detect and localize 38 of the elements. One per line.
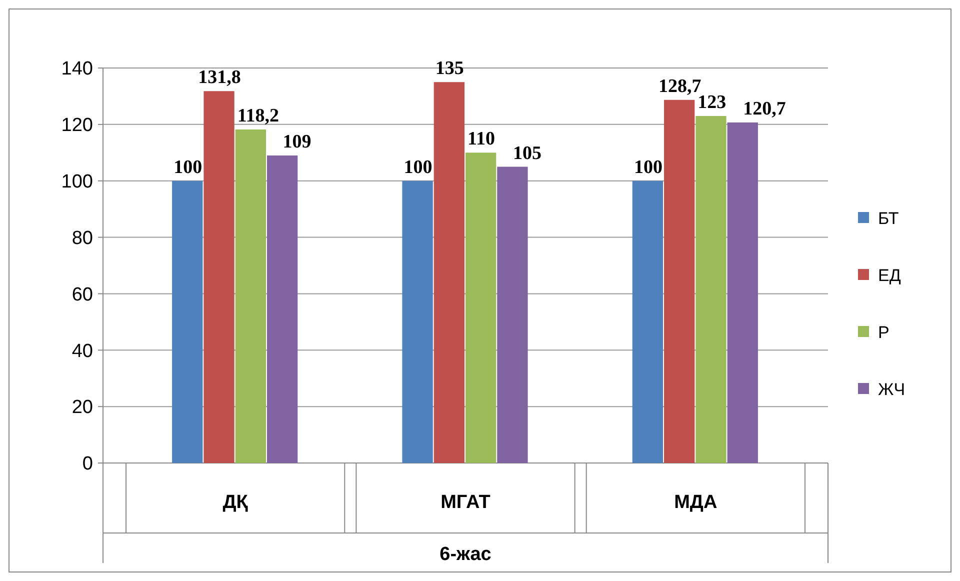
data-label: 100 [404, 156, 432, 178]
legend-label: БТ [878, 208, 899, 228]
x-tick-label: ДҚ [222, 492, 248, 513]
bar [402, 180, 433, 463]
data-label: 120,7 [743, 98, 786, 120]
data-label: 118,2 [237, 106, 280, 127]
bar [696, 116, 726, 463]
bar [664, 100, 695, 463]
data-label: 109 [282, 131, 312, 152]
data-label: 131,8 [198, 67, 241, 88]
bar [266, 155, 298, 463]
y-tick-label: 120 [61, 115, 93, 136]
y-tick-label: 20 [72, 397, 93, 418]
data-label: 100 [634, 156, 662, 178]
y-tick-label: 80 [72, 228, 93, 249]
data-label: 110 [468, 128, 495, 150]
bar [632, 180, 664, 463]
y-tick-label: 0 [82, 454, 93, 475]
bar [727, 122, 758, 463]
data-label: 100 [174, 156, 202, 178]
legend-label: Р [878, 322, 890, 342]
y-tick-label: 40 [72, 340, 93, 362]
x-axis-title: 6-жас [440, 544, 492, 565]
legend-label: ЖЧ [878, 380, 906, 399]
y-tick-label: 60 [72, 284, 93, 306]
bar [235, 130, 266, 463]
bar [434, 82, 464, 463]
y-tick-label: 140 [61, 58, 93, 80]
data-label: 135 [435, 58, 464, 80]
bar [497, 166, 528, 463]
legend-label: ЕД [878, 266, 902, 285]
x-tick-label: МДА [674, 492, 718, 513]
bar [172, 180, 203, 463]
x-tick-label: МГАТ [440, 492, 491, 513]
bar [466, 152, 496, 463]
data-label: 105 [512, 142, 542, 164]
bar [204, 91, 234, 463]
y-tick-label: 100 [61, 172, 93, 193]
